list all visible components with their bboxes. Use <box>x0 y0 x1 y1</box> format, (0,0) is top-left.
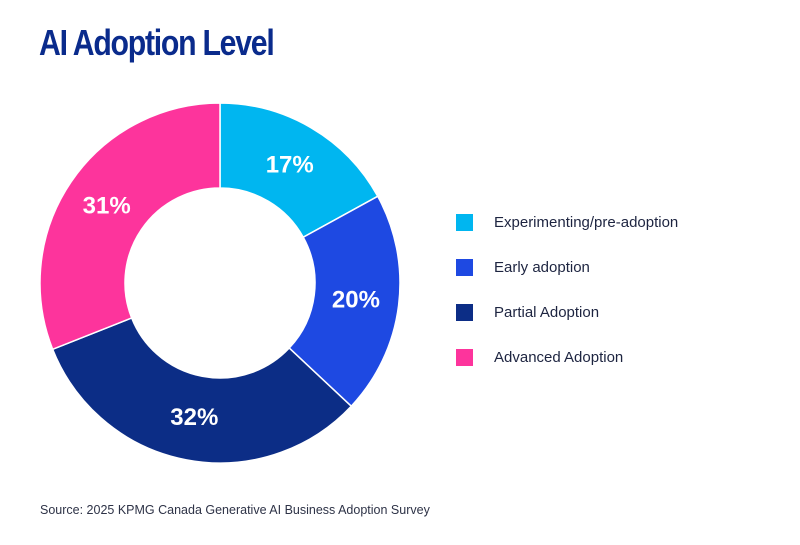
legend-item-early-adoption: Early adoption <box>456 257 776 277</box>
legend-item-advanced-adoption: Advanced Adoption <box>456 347 776 367</box>
legend-item-partial-adoption: Partial Adoption <box>456 302 776 322</box>
slice-label-early-adoption: 20% <box>332 287 380 314</box>
legend-label-early-adoption: Early adoption <box>494 258 590 276</box>
legend-label-experimenting: Experimenting/pre-adoption <box>494 213 679 231</box>
legend-swatch-advanced-adoption <box>456 348 473 366</box>
slice-label-experimenting: 17% <box>266 152 314 179</box>
legend-swatch-partial-adoption <box>456 303 473 321</box>
donut-chart: 17% 20% 32% 31% <box>39 102 401 464</box>
legend-swatch-early-adoption <box>456 258 473 276</box>
slice-label-advanced-adoption: 31% <box>83 192 131 219</box>
legend-swatch-experimenting <box>456 213 473 231</box>
slice-advanced-adoption <box>39 102 221 351</box>
slice-partial-adoption <box>51 316 353 464</box>
legend-label-partial-adoption: Partial Adoption <box>494 303 600 321</box>
slice-label-partial-adoption: 32% <box>170 404 218 431</box>
slice-experimenting <box>219 102 379 239</box>
legend: Experimenting/pre-adoption Early adoptio… <box>456 212 776 392</box>
legend-item-experimenting: Experimenting/pre-adoption <box>456 212 776 232</box>
source-note: Source: 2025 KPMG Canada Generative AI B… <box>40 503 430 517</box>
slice-early-adoption <box>288 195 401 408</box>
chart-title: AI Adoption Level <box>39 22 275 63</box>
legend-label-advanced-adoption: Advanced Adoption <box>494 348 624 366</box>
